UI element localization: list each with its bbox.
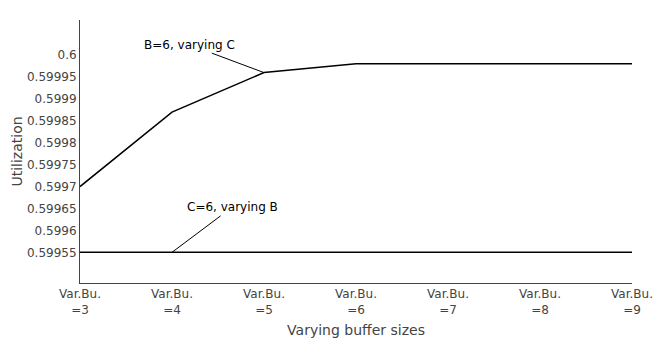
svg-text:Varying buffer sizes: Varying buffer sizes	[287, 322, 425, 338]
svg-text:Var.Bu.=5: Var.Bu.=5	[243, 287, 285, 317]
svg-text:0.5998: 0.5998	[35, 136, 77, 150]
svg-text:Var.Bu.=7: Var.Bu.=7	[427, 287, 469, 317]
svg-text:Var.Bu.=4: Var.Bu.=4	[151, 287, 193, 317]
svg-text:0.5996: 0.5996	[35, 224, 77, 238]
svg-text:B=6, varying C: B=6, varying C	[144, 38, 235, 52]
svg-text:0.5997: 0.5997	[35, 180, 77, 194]
svg-text:Var.Bu.=3: Var.Bu.=3	[59, 287, 101, 317]
svg-text:Utilization: Utilization	[9, 116, 25, 186]
svg-text:0.6: 0.6	[58, 48, 77, 62]
svg-text:Var.Bu.=8: Var.Bu.=8	[519, 287, 561, 317]
svg-text:0.59985: 0.59985	[27, 114, 77, 128]
svg-text:C=6, varying B: C=6, varying B	[187, 200, 278, 214]
svg-text:0.5999: 0.5999	[35, 92, 77, 106]
svg-text:Var.Bu.=6: Var.Bu.=6	[335, 287, 377, 317]
svg-text:Var.Bu.=9: Var.Bu.=9	[611, 287, 653, 317]
svg-text:0.59975: 0.59975	[27, 158, 77, 172]
svg-text:0.59995: 0.59995	[27, 70, 77, 84]
svg-text:0.59955: 0.59955	[27, 246, 77, 260]
svg-text:0.59965: 0.59965	[27, 202, 77, 216]
